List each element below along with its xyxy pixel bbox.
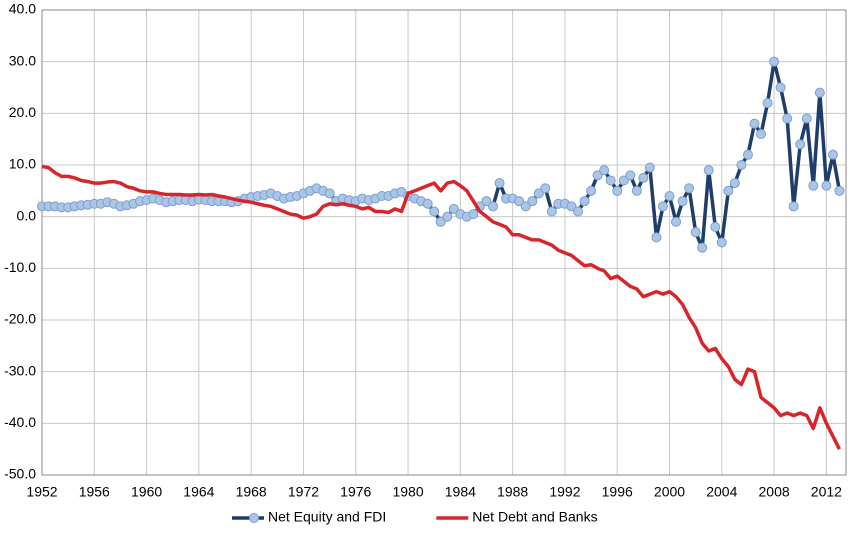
y-tick-label: -40.0 [4, 414, 36, 430]
plot-border [41, 9, 847, 476]
x-tick-label: 1952 [26, 484, 57, 500]
marker [762, 98, 773, 108]
marker [599, 165, 610, 176]
series-line [41, 164, 842, 450]
x-tick-label: 1992 [549, 484, 580, 500]
marker [605, 175, 616, 186]
marker [481, 196, 492, 207]
marker [821, 180, 832, 191]
x-tick-label: 1996 [602, 484, 633, 500]
legend-label: Net Equity and FDI [268, 509, 386, 525]
legend-marker [249, 513, 259, 523]
marker [612, 185, 623, 196]
x-tick-label: 2004 [706, 484, 737, 500]
y-tick-label: 40.0 [9, 1, 36, 17]
marker [769, 56, 780, 67]
y-tick-label: -30.0 [4, 362, 36, 378]
legend-label: Net Debt and Banks [472, 509, 597, 525]
marker [468, 209, 479, 220]
marker [546, 206, 557, 217]
x-tick-label: 2000 [654, 484, 685, 500]
marker [494, 178, 505, 189]
y-tick-label: 30.0 [9, 52, 36, 68]
marker [638, 172, 649, 183]
x-tick-label: 1956 [79, 484, 110, 500]
y-tick-label: 10.0 [9, 156, 36, 172]
marker [736, 160, 747, 170]
x-tick-label: 1968 [236, 484, 267, 500]
y-tick-label: -20.0 [4, 311, 36, 327]
marker [566, 201, 577, 212]
marker [657, 201, 668, 212]
y-tick-label: 0.0 [17, 207, 37, 223]
marker [834, 185, 845, 196]
marker [729, 178, 740, 189]
marker [677, 196, 688, 207]
x-tick-label: 1964 [183, 484, 214, 500]
marker [631, 185, 642, 196]
marker [429, 206, 440, 217]
marker [814, 87, 825, 98]
marker [442, 211, 453, 222]
marker [644, 162, 655, 173]
marker [671, 216, 682, 227]
marker [592, 170, 603, 181]
marker [723, 185, 734, 196]
marker [435, 216, 446, 227]
marker [488, 201, 499, 212]
marker [527, 196, 538, 207]
x-tick-label: 1988 [497, 484, 528, 500]
x-tick-label: 1960 [131, 484, 162, 500]
marker [782, 113, 793, 124]
legend-item: Net Equity and FDI [232, 509, 386, 525]
marker [788, 201, 799, 212]
marker [710, 222, 721, 232]
marker [795, 139, 806, 150]
marker [742, 149, 753, 160]
marker [808, 180, 819, 191]
y-tick-label: 20.0 [9, 104, 36, 120]
marker [716, 237, 727, 248]
marker [697, 242, 708, 253]
marker [756, 129, 767, 139]
marker [664, 191, 675, 201]
x-tick-label: 1972 [288, 484, 319, 500]
marker [533, 188, 544, 199]
marker [514, 196, 525, 207]
x-tick-label: 2008 [759, 484, 790, 500]
marker [586, 185, 597, 196]
marker [520, 201, 531, 212]
marker [801, 113, 812, 124]
y-tick-label: -10.0 [4, 259, 36, 275]
legend-item: Net Debt and Banks [436, 509, 598, 525]
x-tick-label: 2012 [811, 484, 842, 500]
marker [422, 198, 433, 209]
x-tick-label: 1984 [445, 484, 476, 500]
marker [775, 82, 786, 93]
marker [625, 170, 636, 181]
marker [684, 183, 695, 194]
marker [573, 206, 583, 217]
marker [324, 188, 335, 199]
x-tick-label: 1976 [340, 484, 371, 500]
marker [651, 232, 662, 243]
marker [827, 149, 838, 160]
marker [703, 165, 714, 176]
marker [749, 118, 760, 129]
x-tick-label: 1980 [392, 484, 423, 500]
marker [540, 183, 551, 194]
marker [448, 203, 459, 214]
marker [618, 175, 629, 186]
y-tick-label: -50.0 [4, 466, 36, 482]
marker [579, 196, 590, 207]
marker [690, 227, 701, 238]
